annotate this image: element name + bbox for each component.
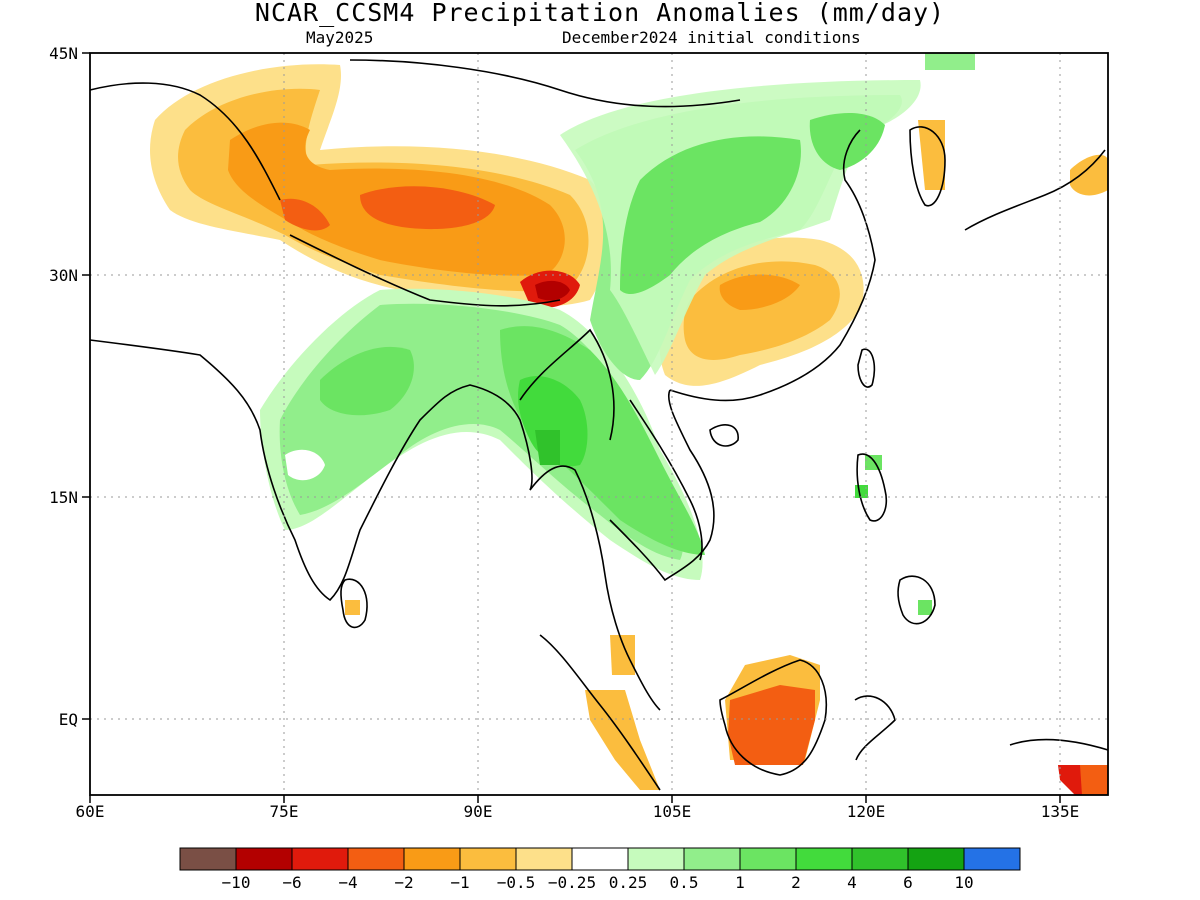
coastline-sumatra	[539, 634, 661, 791]
anomaly-malaya-dry	[610, 635, 635, 675]
anomaly-eastern-himalaya-core	[535, 280, 570, 301]
border-myanmar	[519, 328, 615, 441]
colorbar-swatch	[683, 847, 741, 871]
colorbar-tick-label: −10	[221, 873, 251, 892]
anomaly-luzon-wet	[855, 485, 868, 498]
coastline-thai-gulf	[609, 389, 715, 582]
map-title: NCAR_CCSM4 Precipitation Anomalies (mm/d…	[254, 0, 946, 27]
colorbar-swatch	[739, 847, 797, 871]
colorbar-swatch	[235, 847, 293, 871]
anomaly-south-china-inner	[719, 274, 800, 310]
colorbar-swatch	[627, 847, 685, 871]
anomaly-mindanao-wet	[918, 600, 932, 615]
colorbar-tick-label: 1	[735, 873, 745, 892]
anomaly-sumatra-dry	[585, 690, 660, 790]
coastline-sulawesi	[854, 695, 896, 761]
anomaly-myanmar-strong	[518, 376, 588, 467]
colorbar-tick-label: −6	[282, 873, 302, 892]
colorbar-tick-label: 2	[791, 873, 801, 892]
valid-month-label: May2025	[306, 28, 374, 47]
lon-label-90e: 90E	[463, 802, 493, 821]
border-tibet-nepal	[289, 234, 561, 307]
coastline-taiwan	[857, 348, 876, 388]
colorbar-tick-label: 10	[954, 873, 974, 892]
anomaly-sri-lanka-dry	[345, 600, 360, 615]
colorbar-tick-label: 6	[903, 873, 913, 892]
anomaly-tibet-strong	[360, 186, 495, 230]
anomaly-myanmar-core	[535, 430, 560, 465]
wet-anomaly-fields	[260, 53, 975, 615]
colorbar-swatch	[347, 847, 405, 871]
coastline-china	[669, 129, 876, 402]
lon-label-135e: 135E	[1040, 802, 1080, 821]
colorbar-swatch	[963, 847, 1021, 871]
coastline-japan	[964, 149, 1106, 231]
anomaly-north-wet	[925, 53, 975, 70]
lat-label-30n: 30N	[49, 266, 78, 285]
colorbar	[179, 847, 1021, 871]
anomaly-east-china-wet	[809, 113, 885, 170]
initial-conditions-label: December2024 initial conditions	[562, 28, 861, 47]
colorbar-swatch	[571, 847, 629, 871]
colorbar-tick-label: −1	[450, 873, 470, 892]
colorbar-tick-label: 0.5	[669, 873, 699, 892]
colorbar-tick-label: −0.5	[496, 873, 536, 892]
anomaly-japan-dry	[1070, 154, 1108, 196]
colorbar-tick-label: 4	[847, 873, 857, 892]
coastline-hainan	[709, 424, 739, 447]
colorbar-tick-label: −0.25	[547, 873, 597, 892]
border-mongolia	[349, 59, 741, 108]
colorbar-swatch	[851, 847, 909, 871]
colorbar-swatch	[459, 847, 517, 871]
anomaly-new-guinea-outer	[1080, 765, 1108, 795]
dry-anomaly-fields	[150, 64, 1108, 795]
lat-label-eq: EQ	[58, 710, 78, 729]
colorbar-swatch	[291, 847, 349, 871]
coastline-new-guinea	[1009, 738, 1109, 751]
lon-label-60e: 60E	[75, 802, 105, 821]
coastline-sri-lanka	[340, 578, 368, 629]
colorbar-tick-label: −4	[338, 873, 358, 892]
coastline-indochina	[529, 465, 661, 711]
lat-label-45n: 45N	[49, 44, 78, 63]
coastline-mindanao	[897, 575, 936, 625]
colorbar-swatch	[403, 847, 461, 871]
gridlines	[90, 53, 1108, 795]
colorbar-tick-label: −2	[394, 873, 414, 892]
colorbar-swatch	[795, 847, 853, 871]
lon-label-120e: 120E	[846, 802, 886, 821]
border-laos-vietnam	[629, 399, 703, 561]
coastline-korea	[909, 126, 946, 207]
lat-label-15n: 15N	[49, 488, 78, 507]
coastline-borneo	[719, 659, 827, 776]
anomaly-dry-patch-india	[285, 449, 325, 481]
map-plot-area	[82, 52, 1109, 803]
anomaly-philippines-wet	[865, 455, 882, 470]
colorbar-swatch	[515, 847, 573, 871]
anomaly-kashmir-strong	[280, 198, 330, 231]
border-central-asia	[89, 82, 281, 201]
tick-marks	[82, 52, 1061, 803]
colorbar-swatch	[179, 847, 237, 871]
coastline-luzon	[856, 453, 888, 522]
lon-label-75e: 75E	[269, 802, 299, 821]
coastlines	[89, 59, 1109, 791]
anomaly-borneo-core	[728, 685, 815, 765]
anomaly-india-strong	[320, 346, 414, 416]
lon-label-105e: 105E	[652, 802, 692, 821]
colorbar-swatch	[907, 847, 965, 871]
map-frame	[89, 52, 1109, 796]
colorbar-tick-label: 0.25	[608, 873, 648, 892]
anomaly-china-strong-wet	[620, 136, 801, 295]
coastline-india	[89, 339, 533, 602]
